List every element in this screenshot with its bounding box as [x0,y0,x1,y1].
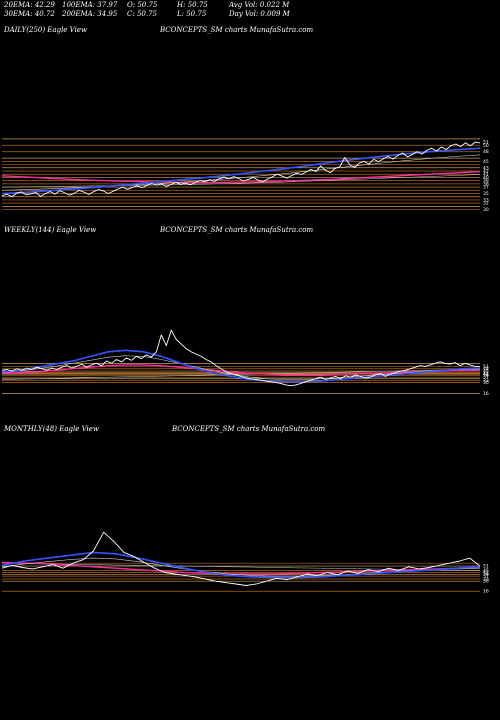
price-line [1,531,481,586]
close-stat: C: 50.75 [127,10,157,18]
ema100-line [1,170,481,184]
day-vol-stat: Day Vol: 0.009 M [229,10,290,18]
y-tick-label: 39 [483,373,489,379]
y-tick-label: 42 [483,570,489,576]
y-tick-label: 39 [483,178,489,184]
y-tick-label: 37 [483,185,489,191]
y-tick-label: 43 [483,165,489,171]
y-tick-label: 42 [483,169,489,175]
y-tick-label: 41 [483,172,489,178]
avg-vol-stat: Avg Vol: 0.022 M [229,1,290,9]
y-tick-label: 33 [483,197,489,203]
stats-header: 20EMA: 42.29 100EMA: 37.97 O: 50.75 H: 5… [2,1,500,25]
price-line [1,141,481,198]
weekly-panel-subtitle: BCONCEPTS_SM charts MunafaSutra.com [160,226,314,234]
y-tick-label: 30 [483,380,489,386]
weekly-panel-label: WEEKLY(144) Eagle View [4,226,97,234]
y-tick-label: 37 [483,574,489,580]
high-stat: H: 50.75 [177,1,208,9]
y-tick-label: 37 [483,375,489,381]
y-tick-label: 51 [483,564,489,570]
y-tick-label: 32 [483,201,489,207]
y-tick-label: 35 [483,191,489,197]
y-tick-label: 42 [483,371,489,377]
y-tick-label: 38 [483,181,489,187]
y-tick-label: 50 [483,143,489,149]
ema200-line [1,174,481,188]
y-tick-label: 39 [483,572,489,578]
y-tick-label: 30 [483,207,489,213]
y-tick-label: 16 [483,391,489,397]
open-stat: O: 50.75 [127,1,158,9]
ema30-line [1,154,481,191]
y-tick-label: 33 [483,378,489,384]
y-tick-label: 45 [483,568,489,574]
y-tick-label: 45 [483,159,489,165]
monthly-panel-label: MONTHLY(48) Eagle View [4,425,99,433]
ema200-stat: 200EMA: 34.95 [62,10,118,18]
y-tick-label: 48 [483,366,489,372]
y-tick-label: 48 [483,149,489,155]
weekly-panel: WEEKLY(144) Eagle View BCONCEPTS_SM char… [0,226,500,426]
y-tick-label: 41 [483,372,489,378]
daily-panel: DAILY(250) Eagle View BCONCEPTS_SM chart… [0,26,500,226]
y-tick-label: 45 [483,369,489,375]
y-tick-label: 30 [483,579,489,585]
ema100-line [1,364,480,376]
price-line [1,329,481,387]
y-tick-label: 16 [483,589,489,595]
daily-panel-label: DAILY(250) Eagle View [4,26,87,34]
y-tick-label: 51 [483,140,489,146]
ema20-line [1,349,481,383]
monthly-panel-subtitle: BCONCEPTS_SM charts MunafaSutra.com [172,425,326,433]
y-tick-label: 51 [483,364,489,370]
daily-panel-subtitle: BCONCEPTS_SM charts MunafaSutra.com [160,26,314,34]
y-tick-label: 40 [483,175,489,181]
low-stat: L: 50.75 [177,10,207,18]
ema20-line [1,551,481,579]
ema100-stat: 100EMA: 37.97 [62,1,118,9]
monthly-panel: MONTHLY(48) Eagle View BCONCEPTS_SM char… [0,425,500,625]
ema30-stat: 30EMA: 40.72 [4,10,55,18]
ema20-stat: 20EMA: 42.29 [4,1,55,9]
y-tick-label: 33 [483,577,489,583]
